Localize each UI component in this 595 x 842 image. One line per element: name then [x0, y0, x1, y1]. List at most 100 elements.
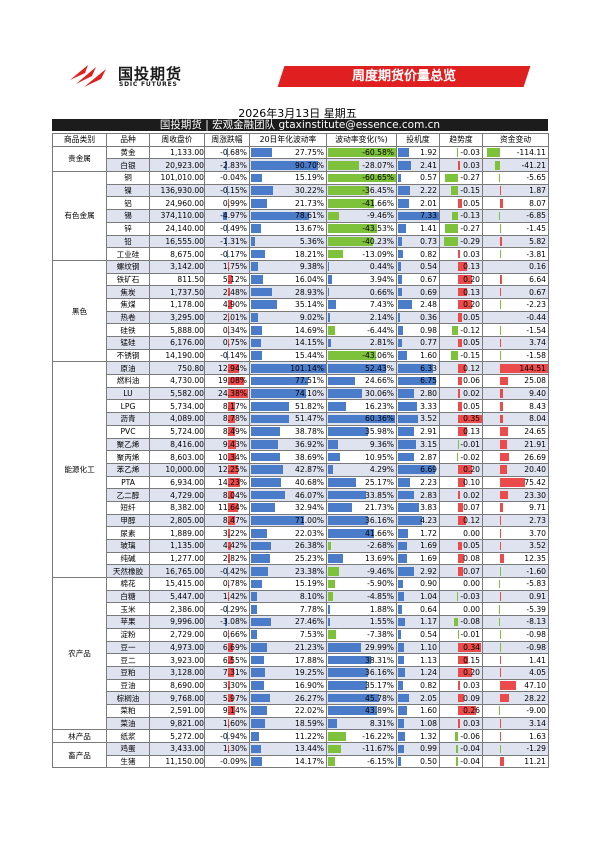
fund-value: 3.14: [529, 718, 546, 728]
chg-value: -0.42%: [220, 566, 247, 576]
trend-bar: [458, 275, 472, 284]
volchg-cell: -6.15%: [326, 754, 397, 769]
volchg-value: -41.66%: [362, 198, 394, 208]
fund-value: -5.65: [526, 173, 546, 183]
chg-cell: 12.94%: [204, 361, 250, 376]
spec-value: 2.23: [420, 477, 437, 487]
chg-bar: [227, 744, 229, 754]
trend-bar: [450, 186, 459, 195]
commodity-name: 棉花: [106, 577, 150, 591]
vol-cell: 35.14%: [249, 297, 327, 312]
trend-bar: [456, 744, 459, 754]
trend-value: -0.06: [460, 731, 480, 741]
trend-bar: [458, 655, 469, 665]
chg-value: 19.08%: [218, 376, 247, 386]
table-row: 菜粕 2,591.00 9.14% 22.02% 43.89% 1.60 0.26 -9.00: [53, 703, 549, 718]
commodity-name: LPG: [106, 399, 150, 414]
trend-cell: -0.03: [439, 589, 483, 604]
chg-cell: 8.47%: [204, 513, 250, 528]
vol-bar: [251, 731, 260, 741]
volchg-cell: 25.17%: [326, 475, 397, 490]
vol-cell: 7.78%: [249, 602, 327, 617]
trend-value: 0.26: [463, 706, 480, 716]
trend-cell: -0.08: [439, 615, 483, 629]
chg-cell: 0.99%: [204, 196, 250, 211]
table-row: 白银 20,923.00 -2.83% 90.70% -28.07% 2.41 0.03 -4…: [53, 158, 549, 173]
fund-value: -8.13: [526, 617, 546, 627]
spec-value: 0.36: [420, 312, 437, 322]
chg-bar: [227, 401, 235, 411]
volchg-bar: [328, 630, 337, 639]
chg-value: 9.14%: [222, 706, 247, 716]
spec-bar: [398, 351, 407, 360]
volchg-value: 60.36%: [365, 414, 394, 424]
table-row: 燃料油 4,730.00 19.08% 77.51% 24.66% 6.75 0.06 25.…: [53, 374, 549, 388]
vol-cell: 11.22%: [249, 729, 327, 743]
vol-value: 77.51%: [295, 376, 324, 386]
close-price: 5,582.00: [149, 386, 205, 401]
fund-cell: -1.45: [482, 221, 549, 236]
fund-cell: 26.69: [482, 450, 549, 464]
fund-value: -41.21: [521, 160, 546, 170]
trend-bar: [456, 148, 459, 157]
chg-value: -0.68%: [220, 148, 247, 158]
report-date: 2026年3月13日 星期五: [238, 107, 357, 120]
trend-bar: [450, 351, 459, 360]
commodity-name: 尿素: [106, 526, 150, 540]
fund-value: 1.63: [529, 731, 546, 741]
vol-bar: [251, 579, 263, 589]
chg-cell: 10.34%: [204, 450, 250, 464]
vol-value: 8.10%: [299, 592, 324, 602]
vol-bar: [251, 630, 257, 639]
volchg-value: 41.66%: [365, 528, 394, 538]
volchg-value: -36.45%: [362, 186, 394, 196]
spec-bar: [398, 706, 407, 716]
vol-cell: 27.75%: [249, 145, 327, 160]
spec-value: 1.32: [420, 731, 437, 741]
chg-cell: 4.90%: [204, 297, 250, 312]
close-price: 24,960.00: [149, 196, 205, 211]
trend-bar: [458, 313, 462, 322]
fund-value: 24.65: [524, 427, 546, 437]
chg-cell: 1.30%: [204, 742, 250, 756]
vol-cell: 40.68%: [249, 475, 327, 490]
trend-value: 0.20: [463, 465, 480, 475]
table-row: 镍 136,930.00 -0.15% 30.22% -36.45% 2.22 -0.15 1…: [53, 183, 549, 198]
fund-cell: 20.40: [482, 462, 549, 477]
commodity-name: 原油: [106, 361, 150, 376]
vol-bar: [251, 287, 273, 297]
chg-bar: [227, 528, 231, 538]
close-price: 1,889.00: [149, 526, 205, 540]
table-row: 锡 374,110.00 -4.97% 78.61% -9.46% 7.33 -0.13 -6…: [53, 209, 549, 223]
vol-bar: [251, 186, 274, 195]
chg-cell: 2.48%: [204, 285, 250, 299]
trend-value: -0.04: [460, 757, 480, 767]
volchg-value: 0.44%: [369, 262, 394, 272]
close-price: 16,555.00: [149, 234, 205, 249]
header-name: 品种: [106, 133, 150, 147]
spec-cell: 0.73: [396, 234, 440, 249]
trend-cell: 0.08: [439, 551, 483, 566]
chg-value: 8.17%: [222, 401, 247, 411]
spec-bar: [398, 198, 410, 208]
fund-bar: [500, 427, 509, 436]
fund-value: -6.85: [526, 211, 546, 221]
chg-value: 8.04%: [222, 490, 247, 500]
vol-value: 9.38%: [299, 262, 324, 272]
brand-name: 国投期货: [118, 65, 183, 83]
spec-value: 0.64: [420, 604, 437, 614]
trend-value: -0.02: [460, 452, 480, 462]
volchg-bar: [328, 528, 375, 538]
volchg-bar: [328, 566, 339, 576]
trend-bar: [458, 363, 467, 373]
fund-value: 9.71: [529, 503, 546, 513]
trend-cell: 0.07: [439, 564, 483, 579]
volchg-value: 10.95%: [365, 452, 394, 462]
vol-cell: 26.27%: [249, 691, 327, 705]
volchg-value: -40.23%: [362, 236, 394, 246]
fund-cell: -114.11: [482, 145, 549, 160]
fund-bar: [500, 275, 503, 284]
vol-bar: [251, 744, 261, 754]
vol-cell: 14.15%: [249, 336, 327, 350]
trend-bar: [456, 592, 459, 601]
